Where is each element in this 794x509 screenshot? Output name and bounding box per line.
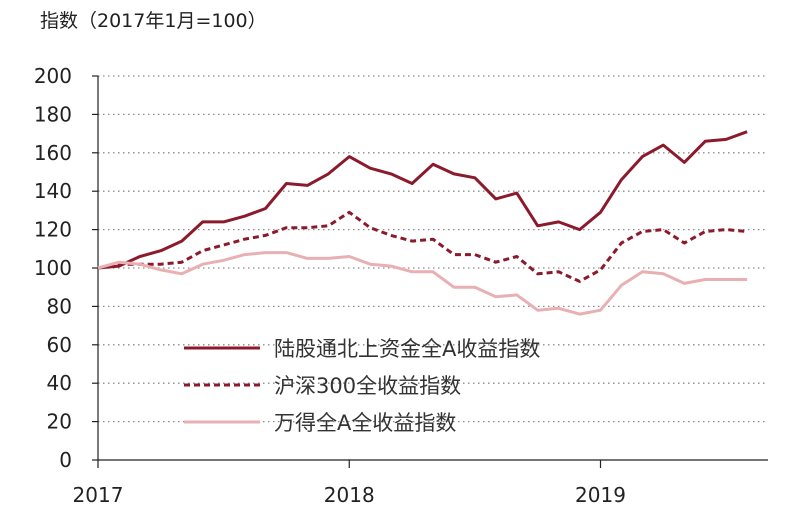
x-tick-labels: 2017 2018 2019: [73, 483, 626, 507]
y-tick-label-80: 80: [47, 294, 72, 318]
y-axis-label: 指数（2017年1月=100）: [40, 10, 267, 32]
y-tick-label-60: 60: [47, 333, 72, 357]
y-tick-label-120: 120: [34, 218, 72, 242]
y-tick-label-40: 40: [47, 371, 72, 395]
legend-label-2: 万得全A全收益指数: [274, 411, 456, 435]
grid-lines: [98, 75, 768, 423]
legend-label-1: 沪深300全收益指数: [274, 374, 461, 398]
y-tick-label-200: 200: [34, 64, 72, 88]
x-tick-label-2019: 2019: [575, 483, 626, 507]
series-line-2: [97, 251, 748, 316]
x-tick-label-2017: 2017: [73, 483, 124, 507]
y-tick-label-100: 100: [34, 256, 72, 280]
y-tick-labels: 0 20 40 60 80 100 120 140 160 180 200: [34, 64, 72, 472]
y-tick-label-140: 140: [34, 179, 72, 203]
legend-label-0: 陆股通北上资金全A收益指数: [274, 337, 540, 361]
x-tick-label-2018: 2018: [324, 483, 375, 507]
y-tick-label-20: 20: [47, 410, 72, 434]
y-tick-label-180: 180: [34, 102, 72, 126]
series-line-1: [97, 210, 748, 283]
y-tick-label-160: 160: [34, 141, 72, 165]
series-line-0: [97, 130, 748, 270]
series-group: [97, 130, 748, 316]
y-tick-label-0: 0: [59, 448, 72, 472]
